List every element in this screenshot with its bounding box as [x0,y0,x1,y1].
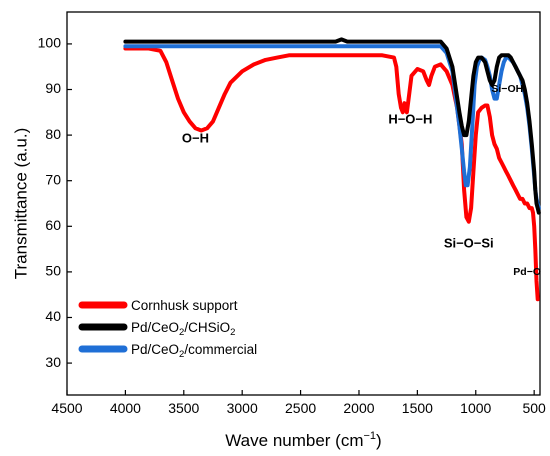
x-tick-label: 2500 [285,400,316,416]
annotation-label: Si−OH [491,83,523,95]
legend-label-commercial: Pd/CeO2/commercial [131,342,257,360]
x-axis-title: Wave number (cm−1) [225,430,381,450]
x-tick-label: 500 [522,400,546,416]
x-tick-label: 3500 [168,400,199,416]
x-tick-label: 1000 [460,400,491,416]
x-axis: 4500 4000 3500 3000 2500 2000 1500 1000 500 [51,390,546,416]
x-tick-label: 4500 [51,400,82,416]
x-axis-title-end: ) [376,431,382,450]
legend: Cornhusk support Pd/CeO2/CHSiO2 Pd/CeO2/… [78,298,257,360]
legend-item-cornhusk: Cornhusk support [78,298,238,313]
y-tick-label: 100 [38,35,62,51]
annotations: O−H H−O−H Si−OH Si−O−Si Pd−O [182,83,541,278]
legend-label-cornhusk: Cornhusk support [131,298,238,313]
series-line-chsio2 [123,37,541,215]
annotation-label: O−H [182,130,209,145]
x-tick-label: 1500 [402,400,433,416]
annotation-label: H−O−H [388,111,432,126]
y-axis-title: Transmittance (a.u.) [11,128,30,279]
series-line-cornhusk [123,46,540,302]
series-layer [123,37,541,302]
y-tick-label: 40 [45,308,61,324]
annotation-label: Si−O−Si [444,235,494,250]
y-tick-label: 70 [45,171,61,187]
x-tick-label: 2000 [343,400,374,416]
y-tick-label: 90 [45,80,61,96]
x-axis-title-sup: −1 [364,430,377,442]
x-tick-label: 4000 [110,400,141,416]
plot-frame [66,11,541,396]
y-tick-label: 60 [45,217,61,233]
annotation-label: Pd−O [513,266,541,278]
y-tick-label: 30 [45,354,61,370]
y-axis: 30 40 50 60 70 80 90 100 [38,35,72,370]
x-tick-label: 3000 [227,400,258,416]
y-tick-label: 80 [45,126,61,142]
legend-item-commercial: Pd/CeO2/commercial [78,342,257,360]
legend-item-chsio2: Pd/CeO2/CHSiO2 [78,320,235,338]
legend-label-chsio2: Pd/CeO2/CHSiO2 [131,320,235,338]
x-axis-title-main: Wave number (cm [225,431,363,450]
y-tick-label: 50 [45,263,61,279]
